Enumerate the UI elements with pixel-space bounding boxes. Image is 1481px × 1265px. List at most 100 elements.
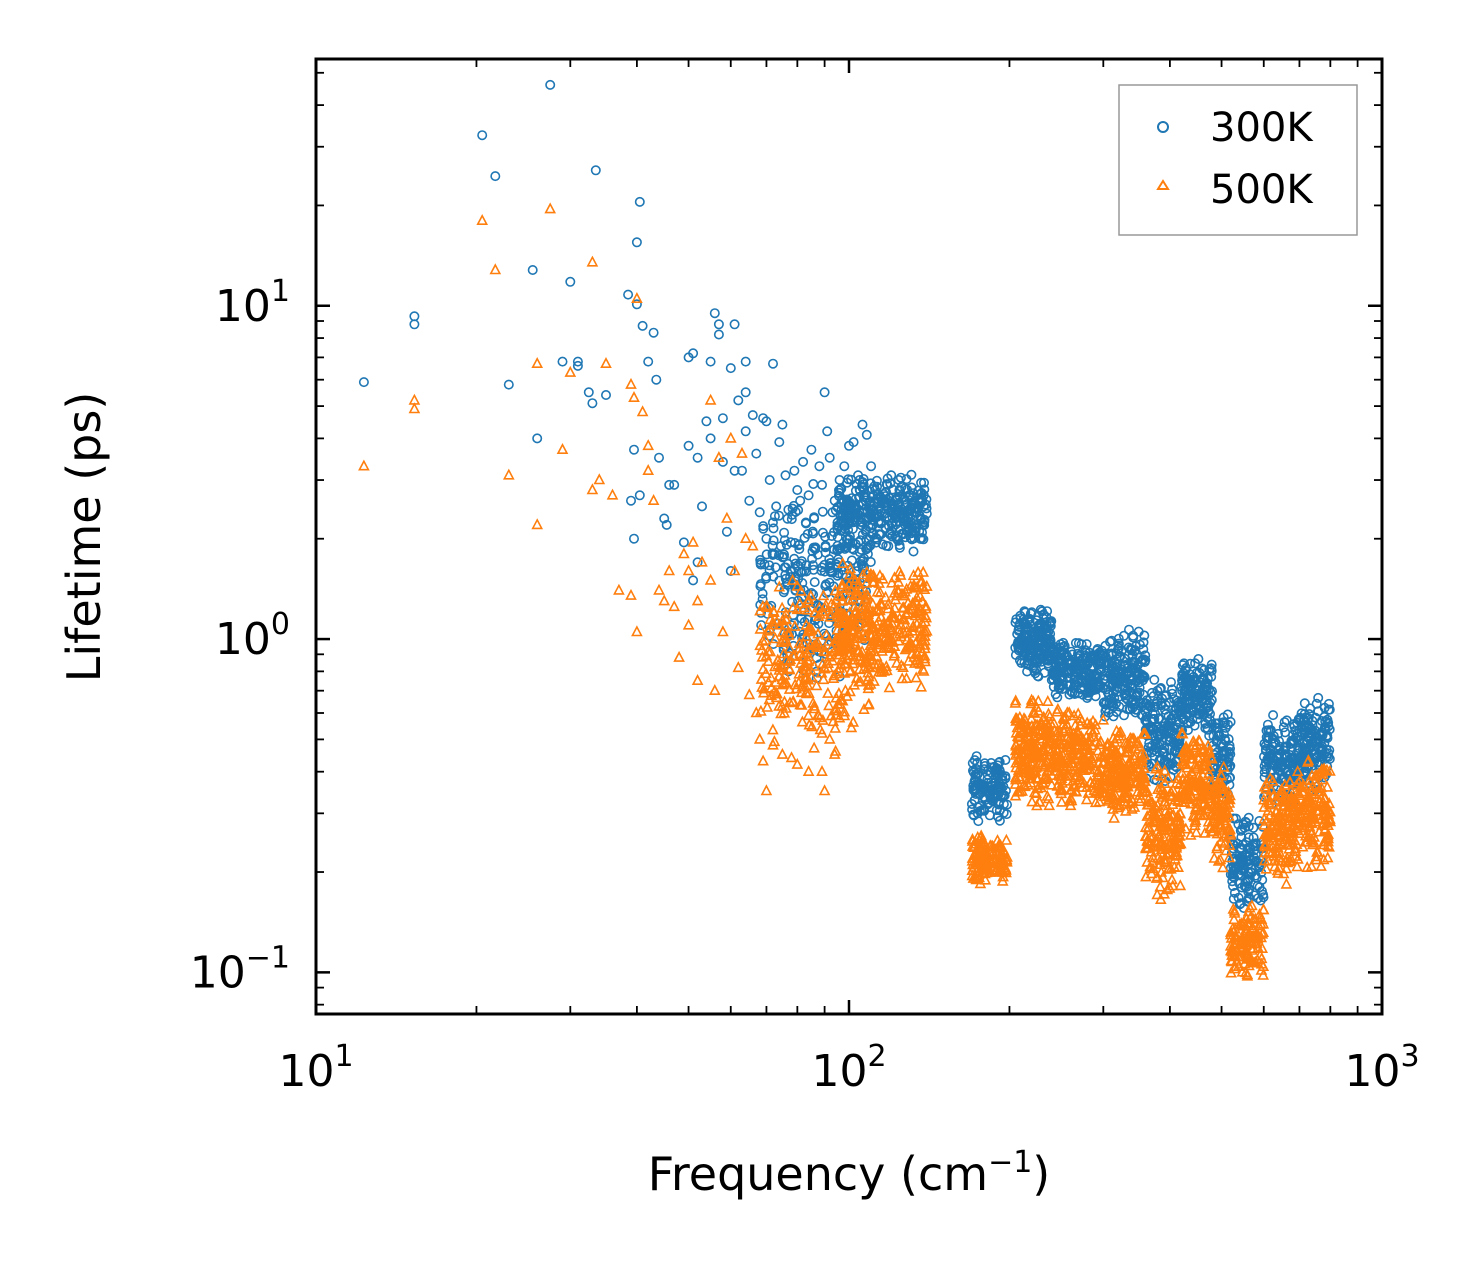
data-point-300k: [1299, 698, 1310, 709]
data-point-300k: [1128, 630, 1139, 641]
data-point-500k: [1197, 744, 1209, 756]
data-point-500k: [1025, 756, 1038, 769]
data-point-300k: [876, 495, 887, 506]
data-point-500k: [1276, 837, 1289, 850]
axis-ticks: [314, 59, 1384, 1014]
data-point-500k: [1011, 753, 1024, 765]
data-point-300k: [886, 470, 897, 481]
data-point-300k: [1042, 606, 1053, 617]
data-point-300k: [794, 539, 805, 550]
data-point-300k: [761, 549, 772, 560]
data-point-500k: [1156, 837, 1168, 850]
data-point-500k: [1009, 748, 1022, 760]
data-point-500k: [761, 624, 774, 636]
data-point-500k: [1285, 784, 1297, 796]
data-point-500k: [1166, 790, 1178, 802]
data-point-500k: [1214, 853, 1227, 865]
data-point-300k: [824, 452, 835, 463]
data-point-500k: [801, 678, 814, 690]
data-point-300k: [1179, 658, 1190, 669]
data-point-500k: [867, 605, 879, 617]
data-point-300k: [1258, 892, 1269, 903]
data-point-300k: [755, 557, 766, 568]
data-point-300k: [1177, 660, 1188, 671]
data-point-500k: [782, 625, 795, 638]
data-point-500k: [812, 609, 825, 622]
data-point-500k: [1283, 827, 1296, 839]
data-point-500k: [880, 660, 893, 672]
data-point-500k: [881, 664, 893, 676]
data-point-500k: [1301, 755, 1314, 767]
data-point-500k: [628, 390, 640, 403]
data-point-500k: [1254, 948, 1267, 960]
data-point-500k: [985, 856, 998, 868]
data-point-300k: [1160, 704, 1171, 715]
data-point-300k: [767, 517, 778, 528]
data-point-500k: [1165, 862, 1177, 874]
data-point-500k: [791, 757, 804, 769]
data-point-500k: [1025, 693, 1038, 705]
data-point-300k: [1313, 692, 1324, 703]
data-point-500k: [844, 583, 857, 595]
data-point-300k: [409, 311, 420, 322]
data-point-500k: [797, 666, 810, 678]
data-point-300k: [1000, 754, 1011, 765]
data-point-500k: [1305, 860, 1318, 872]
data-point-500k: [802, 603, 814, 615]
data-point-300k: [994, 784, 1005, 795]
data-point-300k: [882, 479, 893, 490]
data-point-500k: [914, 589, 926, 601]
data-point-300k: [779, 527, 790, 538]
data-point-500k: [980, 848, 993, 860]
data-point-300k: [871, 475, 882, 486]
data-point-500k: [844, 562, 857, 574]
data-point-500k: [885, 576, 898, 588]
data-point-500k: [1192, 777, 1205, 789]
data-point-300k: [875, 506, 886, 517]
data-point-500k: [1092, 770, 1104, 782]
data-point-300k: [477, 130, 488, 141]
data-point-300k: [1143, 742, 1154, 753]
data-point-500k: [1159, 856, 1172, 868]
data-point-500k: [1022, 722, 1035, 734]
data-point-300k: [1078, 667, 1089, 678]
data-point-300k: [824, 560, 835, 571]
data-point-500k: [1317, 853, 1330, 865]
data-point-500k: [841, 631, 853, 643]
data-point-300k: [751, 448, 762, 459]
data-point-500k: [803, 718, 816, 730]
data-point-500k: [1106, 796, 1119, 808]
data-point-300k: [1222, 709, 1233, 720]
data-point-300k: [1154, 729, 1165, 740]
data-point-300k: [910, 506, 921, 517]
data-point-300k: [816, 479, 827, 490]
data-point-500k: [408, 402, 421, 414]
data-point-300k: [799, 616, 810, 627]
data-point-300k: [904, 490, 915, 501]
data-point-500k: [808, 702, 821, 714]
data-point-300k: [801, 566, 812, 577]
data-point-500k: [1155, 769, 1168, 781]
data-point-300k: [1225, 772, 1236, 783]
data-point-500k: [910, 671, 923, 683]
data-point-300k: [628, 444, 639, 455]
data-point-500k: [822, 656, 835, 669]
data-point-300k: [1050, 689, 1061, 700]
data-point-300k: [1098, 650, 1109, 661]
data-point-500k: [789, 678, 801, 690]
data-point-500k: [919, 655, 931, 667]
data-point-500k: [1208, 851, 1221, 863]
data-point-500k: [920, 611, 933, 623]
data-point-500k: [1120, 786, 1132, 798]
data-point-300k: [661, 519, 672, 530]
data-point-300k: [1206, 671, 1217, 682]
data-point-300k: [982, 799, 993, 810]
data-point-300k: [1322, 732, 1333, 743]
data-point-500k: [1309, 815, 1322, 827]
data-point-500k: [783, 682, 796, 694]
data-point-500k: [883, 681, 896, 693]
data-point-300k: [808, 478, 819, 489]
data-point-500k: [816, 604, 829, 617]
data-point-500k: [1097, 713, 1110, 725]
data-point-300k: [1323, 752, 1334, 763]
